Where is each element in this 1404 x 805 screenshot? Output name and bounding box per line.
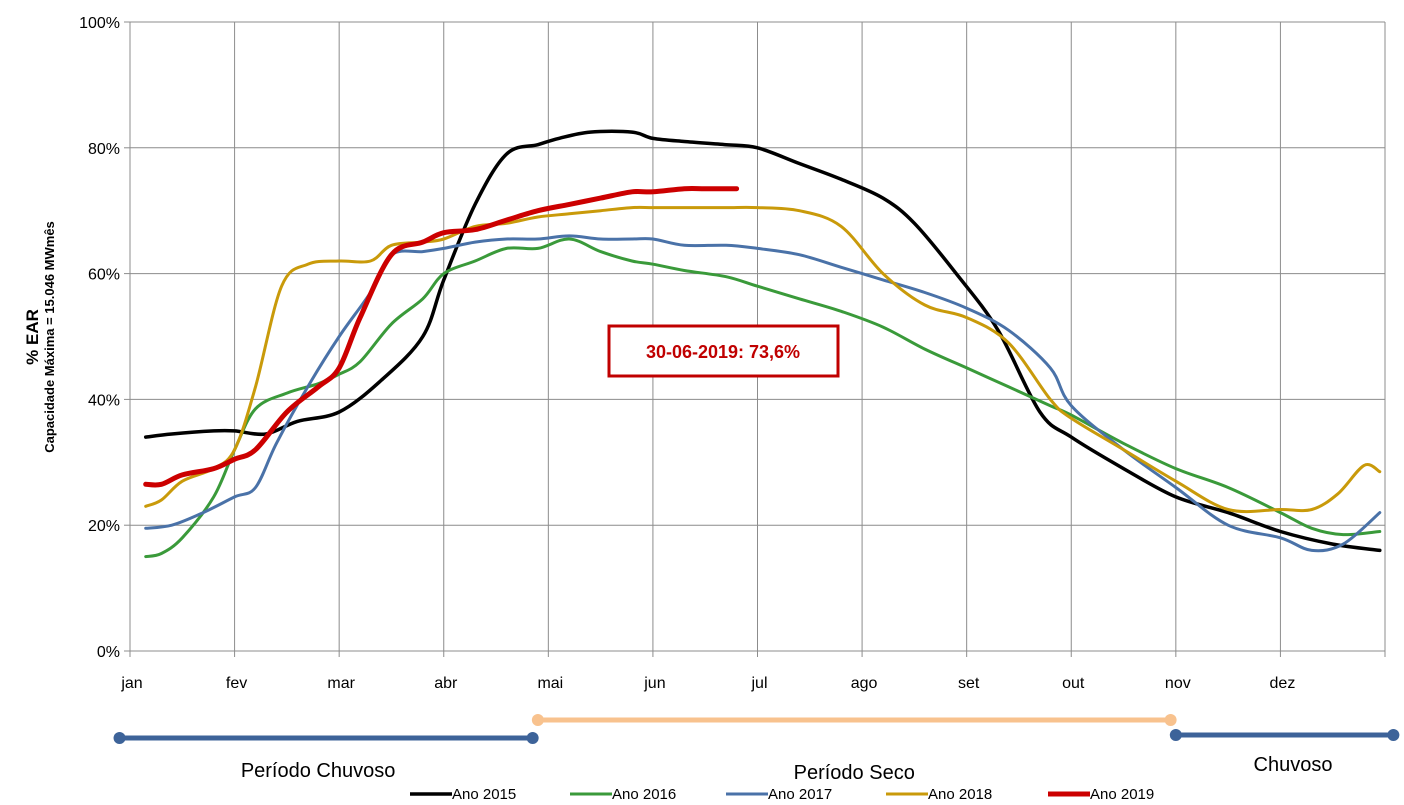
x-tick-label: jun	[643, 675, 665, 692]
grid-lines	[124, 21, 1386, 657]
period-label: Chuvoso	[1254, 754, 1333, 776]
y-tick-label: 80%	[88, 141, 120, 158]
y-axis-subtitle: Capacidade Máxima = 15.046 MWmês	[42, 221, 57, 453]
period-bar-end-dot	[526, 732, 539, 744]
legend-label: Ano 2015	[452, 786, 516, 803]
y-tick-label: 0%	[97, 644, 120, 661]
x-tick-labels: jan fev mar abr mai jun jul ago set out nov dez	[120, 675, 1295, 692]
legend-label: Ano 2017	[768, 786, 832, 803]
y-axis-label: % EAR Capacidade Máxima = 15.046 MWmês	[23, 221, 57, 453]
period-label: Período Seco	[794, 762, 915, 784]
y-tick-label: 40%	[88, 392, 120, 409]
annotation-label: 30-06-2019: 73,6%	[646, 342, 800, 362]
period-bar-start-dot	[113, 732, 126, 744]
x-tick-label: nov	[1165, 675, 1191, 692]
y-tick-label: 20%	[88, 518, 120, 535]
x-tick-label: dez	[1270, 675, 1296, 692]
series-line-ano-2017	[144, 234, 1382, 553]
period-bar-end-dot	[1387, 729, 1400, 741]
y-tick-labels: 0% 20% 40% 60% 80% 100%	[79, 15, 120, 661]
y-axis-title: % EAR	[23, 309, 42, 365]
legend-label: Ano 2016	[612, 786, 676, 803]
series-line-ano-2015	[143, 129, 1382, 553]
x-tick-label: set	[958, 675, 980, 692]
period-bar-start-dot	[531, 714, 544, 726]
series-line-ano-2019	[143, 185, 740, 488]
legend: Ano 2015 Ano 2016 Ano 2017 Ano 2018 Ano 2019	[410, 786, 1154, 803]
y-tick-label: 100%	[79, 15, 120, 32]
x-tick-label: mar	[327, 675, 355, 692]
period-bar-start-dot	[1169, 729, 1182, 741]
legend-label: Ano 2018	[928, 786, 992, 803]
x-tick-label: mai	[537, 675, 563, 692]
x-tick-label: fev	[226, 675, 247, 692]
y-tick-label: 60%	[88, 267, 120, 284]
x-tick-label: jul	[750, 675, 767, 692]
series-lines	[143, 129, 1382, 559]
x-tick-label: jan	[120, 675, 142, 692]
period-label: Período Chuvoso	[241, 760, 396, 782]
series-line-ano-2016	[144, 237, 1382, 559]
annotation-box: 30-06-2019: 73,6%	[607, 324, 840, 378]
x-tick-label: ago	[851, 675, 878, 692]
series-line-ano-2018	[144, 205, 1382, 514]
legend-label: Ano 2019	[1090, 786, 1154, 803]
period-bars: Período Chuvoso Período Seco Chuvoso	[113, 714, 1400, 784]
x-tick-label: abr	[434, 675, 458, 692]
x-tick-label: out	[1062, 675, 1085, 692]
period-bar-end-dot	[1164, 714, 1177, 726]
